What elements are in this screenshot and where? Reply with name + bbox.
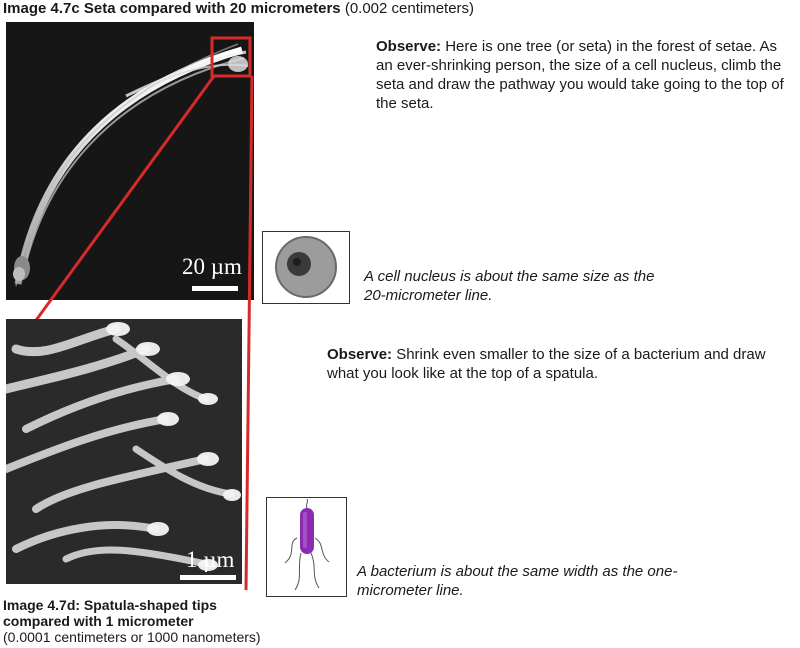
figure-c-caption: Image 4.7c Seta compared with 20 microme… (3, 0, 474, 17)
figure-d-caption-rest: (0.0001 centimeters or 1000 nanometers) (3, 629, 261, 645)
figure-d-caption: Image 4.7d: Spatula-shaped tips compared… (3, 597, 313, 645)
cell-nucleus-thumbnail (262, 231, 350, 304)
observe-label-2: Observe: (327, 346, 393, 363)
observe-label-1: Observe: (376, 38, 442, 55)
inset-highlight-box (210, 36, 252, 78)
bacterium-note: A bacterium is about the same width as t… (357, 563, 678, 599)
bacterium-thumbnail (266, 497, 347, 597)
seta-micrograph: 20 µm (6, 22, 254, 300)
observe-paragraph-1: Observe: Here is one tree (or seta) in t… (376, 37, 792, 113)
observe-text-1: Here is one tree (or seta) in the forest… (376, 38, 784, 112)
spatula-tips-illustration (6, 319, 242, 584)
figure-c-caption-bold: Image 4.7c Seta compared with 20 microme… (3, 0, 341, 17)
bacterium-icon (284, 498, 330, 591)
observe-paragraph-2: Observe: Shrink even smaller to the size… (327, 345, 777, 383)
cell-nucleus-icon (275, 236, 337, 298)
scale-bar-1um (180, 575, 236, 580)
observe-text-2: Shrink even smaller to the size of a bac… (327, 346, 766, 382)
nucleus-note: A cell nucleus is about the same size as… (364, 268, 655, 304)
scale-bar-20um (192, 286, 238, 291)
figure-d-caption-bold: Image 4.7d: Spatula-shaped tips compared… (3, 597, 217, 629)
figure-c-caption-rest: (0.002 centimeters) (340, 0, 475, 17)
scale-label-20um: 20 µm (182, 254, 242, 279)
scale-label-1um: 1 µm (186, 547, 235, 572)
spatula-micrograph: 1 µm (6, 319, 242, 584)
